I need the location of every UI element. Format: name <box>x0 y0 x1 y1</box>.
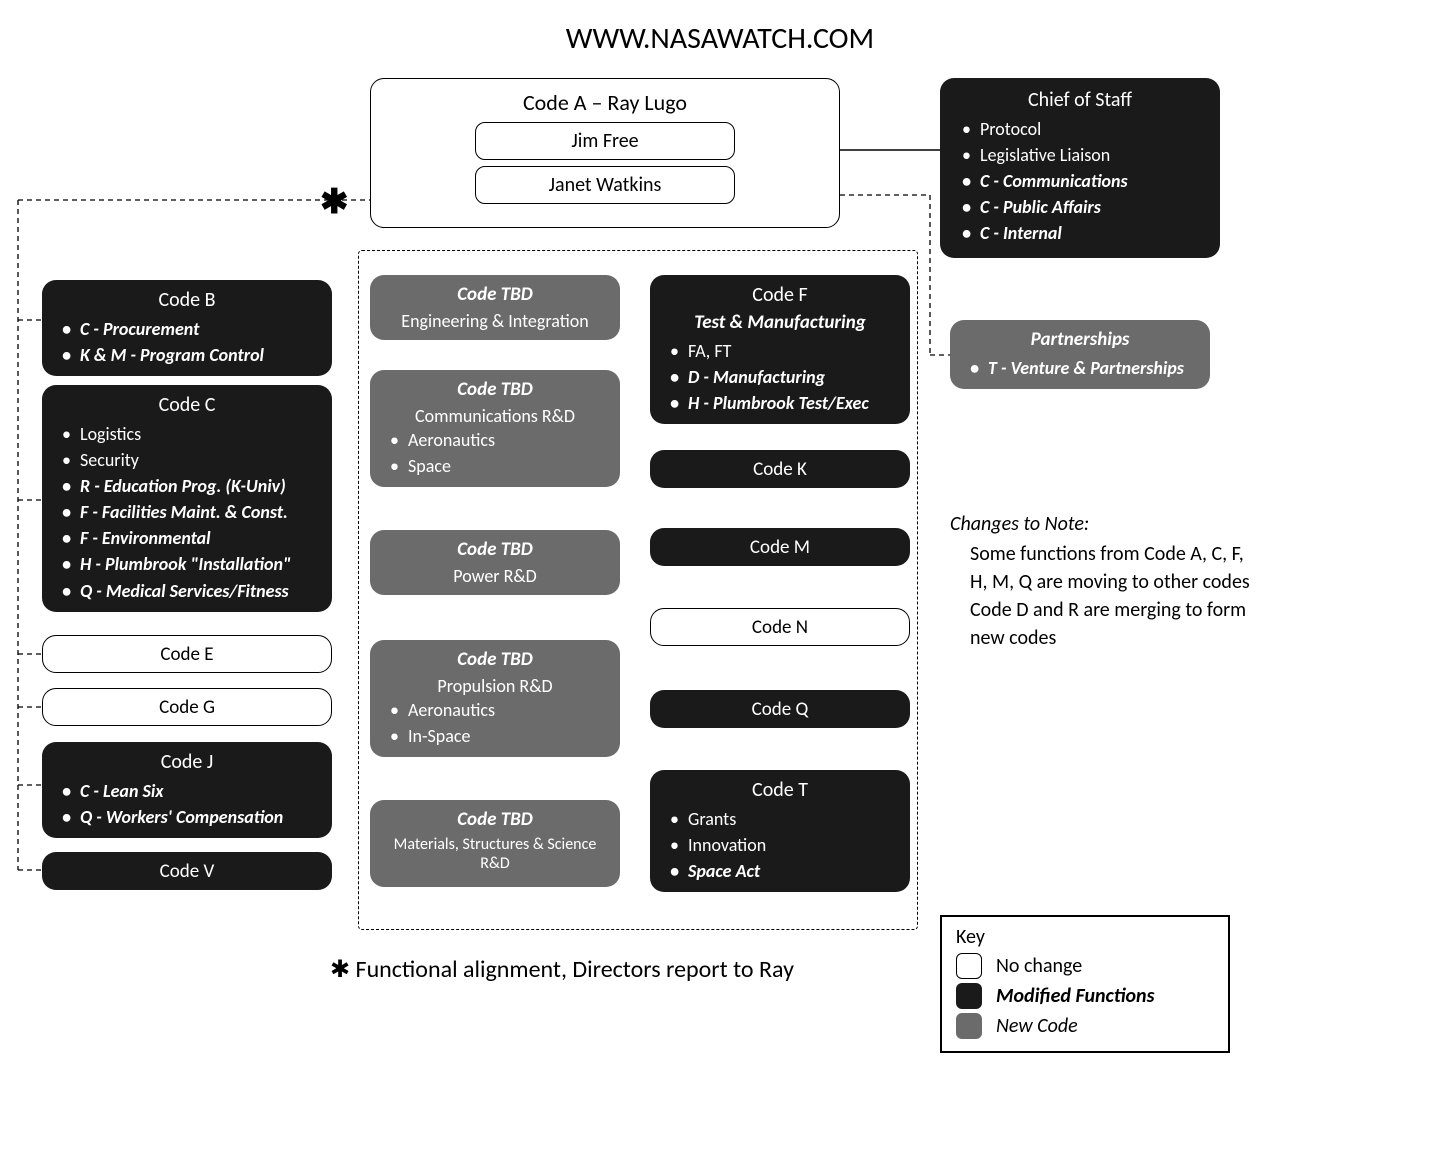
swatch-dark <box>956 983 982 1009</box>
partnerships-list: T - Venture & Partnerships <box>964 355 1196 381</box>
code-c-title: Code C <box>56 393 318 417</box>
code-f-box: Code F Test & Manufacturing FA, FTD - Ma… <box>650 275 910 424</box>
chief-of-staff-box: Chief of Staff ProtocolLegislative Liais… <box>940 78 1220 258</box>
list-item: Security <box>62 447 318 473</box>
chief-title: Chief of Staff <box>956 88 1204 112</box>
list-item: Aeronautics <box>390 697 606 723</box>
tbd3-sub: Power R&D <box>384 565 606 587</box>
chief-list: ProtocolLegislative LiaisonC - Communica… <box>956 116 1204 246</box>
tbd1-title: Code TBD <box>384 283 606 306</box>
code-j-box: Code J C - Lean SixQ - Workers' Compensa… <box>42 742 332 838</box>
tbd5-sub: Materials, Structures & Science R&D <box>384 835 606 873</box>
key-legend: Key No change Modified Functions New Cod… <box>940 915 1230 1053</box>
code-j-title: Code J <box>56 750 318 774</box>
code-e-box: Code E <box>42 635 332 673</box>
key-row-modified: Modified Functions <box>956 983 1214 1009</box>
code-a-box: Code A – Ray Lugo Jim Free Janet Watkins <box>370 78 840 228</box>
list-item: Space <box>390 453 606 479</box>
list-item: Legislative Liaison <box>962 142 1204 168</box>
tbd4-list: AeronauticsIn-Space <box>384 697 606 749</box>
list-item: Q - Medical Services/Fitness <box>62 578 318 604</box>
code-n-box: Code N <box>650 608 910 646</box>
tbd-propulsion-box: Code TBD Propulsion R&D AeronauticsIn-Sp… <box>370 640 620 757</box>
swatch-grey <box>956 1013 982 1039</box>
code-a-sub2: Janet Watkins <box>475 166 735 204</box>
list-item: H - Plumbrook "Installation" <box>62 551 318 577</box>
changes-note: Changes to Note: Some functions from Cod… <box>950 510 1250 652</box>
key-label-modified: Modified Functions <box>996 984 1154 1008</box>
list-item: K & M - Program Control <box>62 342 318 368</box>
tbd4-sub: Propulsion R&D <box>384 675 606 697</box>
code-f-subtitle: Test & Manufacturing <box>664 311 896 334</box>
page-header: WWW.NASAWATCH.COM <box>0 20 1440 57</box>
list-item: Logistics <box>62 421 318 447</box>
changes-body: Some functions from Code A, C, F, H, M, … <box>950 540 1250 652</box>
tbd3-title: Code TBD <box>384 538 606 561</box>
tbd2-list: AeronauticsSpace <box>384 427 606 479</box>
tbd-materials-box: Code TBD Materials, Structures & Science… <box>370 800 620 887</box>
code-a-sub1: Jim Free <box>475 122 735 160</box>
list-item: C - Public Affairs <box>962 194 1204 220</box>
tbd-power-box: Code TBD Power R&D <box>370 530 620 595</box>
partnerships-box: Partnerships T - Venture & Partnerships <box>950 320 1210 389</box>
code-c-list: LogisticsSecurityR - Education Prog. (K-… <box>56 421 318 604</box>
tbd-comm-box: Code TBD Communications R&D AeronauticsS… <box>370 370 620 487</box>
list-item: In-Space <box>390 723 606 749</box>
code-f-list: FA, FTD - ManufacturingH - Plumbrook Tes… <box>664 338 896 416</box>
list-item: C - Internal <box>962 220 1204 246</box>
code-g-box: Code G <box>42 688 332 726</box>
list-item: Q - Workers' Compensation <box>62 804 318 830</box>
tbd2-title: Code TBD <box>384 378 606 401</box>
code-j-list: C - Lean SixQ - Workers' Compensation <box>56 778 318 830</box>
list-item: Grants <box>670 806 896 832</box>
tbd1-sub: Engineering & Integration <box>384 310 606 332</box>
list-item: C - Communications <box>962 168 1204 194</box>
key-label-newcode: New Code <box>996 1014 1078 1038</box>
code-a-title: Code A – Ray Lugo <box>385 89 825 116</box>
key-row-nochange: No change <box>956 953 1214 979</box>
code-b-list: C - ProcurementK & M - Program Control <box>56 316 318 368</box>
code-f-title: Code F <box>664 283 896 307</box>
list-item: C - Lean Six <box>62 778 318 804</box>
code-k-box: Code K <box>650 450 910 488</box>
list-item: H - Plumbrook Test/Exec <box>670 390 896 416</box>
list-item: Protocol <box>962 116 1204 142</box>
partnerships-title: Partnerships <box>964 328 1196 351</box>
list-item: C - Procurement <box>62 316 318 342</box>
code-t-box: Code T GrantsInnovationSpace Act <box>650 770 910 892</box>
changes-heading: Changes to Note: <box>950 510 1250 538</box>
code-b-title: Code B <box>56 288 318 312</box>
list-item: FA, FT <box>670 338 896 364</box>
swatch-white <box>956 953 982 979</box>
footnote-text: ✱ Functional alignment, Directors report… <box>330 955 794 984</box>
list-item: F - Facilities Maint. & Const. <box>62 499 318 525</box>
list-item: Aeronautics <box>390 427 606 453</box>
tbd4-title: Code TBD <box>384 648 606 671</box>
code-m-box: Code M <box>650 528 910 566</box>
code-b-box: Code B C - ProcurementK & M - Program Co… <box>42 280 332 376</box>
code-c-box: Code C LogisticsSecurityR - Education Pr… <box>42 385 332 612</box>
list-item: R - Education Prog. (K-Univ) <box>62 473 318 499</box>
list-item: Innovation <box>670 832 896 858</box>
tbd2-sub: Communications R&D <box>384 405 606 427</box>
code-t-title: Code T <box>664 778 896 802</box>
asterisk-icon: ✱ <box>320 182 349 223</box>
code-t-list: GrantsInnovationSpace Act <box>664 806 896 884</box>
key-row-newcode: New Code <box>956 1013 1214 1039</box>
code-v-box: Code V <box>42 852 332 890</box>
key-title: Key <box>956 925 1214 949</box>
list-item: D - Manufacturing <box>670 364 896 390</box>
tbd-engineering-box: Code TBD Engineering & Integration <box>370 275 620 340</box>
key-label-nochange: No change <box>996 954 1082 978</box>
list-item: T - Venture & Partnerships <box>970 355 1196 381</box>
code-q-box: Code Q <box>650 690 910 728</box>
list-item: F - Environmental <box>62 525 318 551</box>
list-item: Space Act <box>670 858 896 884</box>
tbd5-title: Code TBD <box>384 808 606 831</box>
